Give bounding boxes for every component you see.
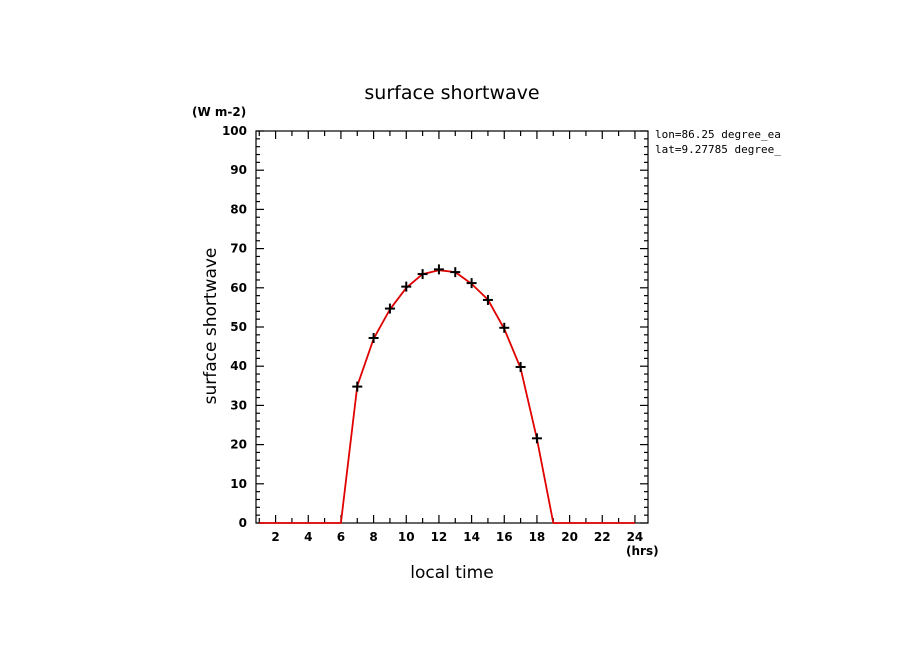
y-tick-label: 0	[239, 516, 247, 530]
axis-ticks	[256, 130, 648, 524]
series-line	[259, 269, 635, 524]
x-axis-label: local time	[410, 563, 493, 583]
data-point-marker	[368, 332, 379, 343]
x-tick-label: 16	[496, 530, 513, 544]
x-tick-label: 6	[337, 530, 345, 544]
data-point-marker	[450, 267, 461, 278]
y-tick-label: 40	[230, 359, 247, 373]
x-tick-label: 4	[304, 530, 312, 544]
data-point-marker	[466, 278, 477, 289]
x-tick-label: 8	[369, 530, 377, 544]
y-tick-label: 70	[230, 242, 247, 256]
chart-title: surface shortwave	[364, 82, 539, 104]
data-point-marker	[515, 361, 526, 372]
x-tick-label: 10	[398, 530, 415, 544]
data-point-marker	[352, 381, 363, 392]
data-point-marker	[433, 264, 444, 275]
data-point-marker	[499, 322, 510, 333]
lon-annotation: lon=86.25 degree_ea	[655, 128, 781, 141]
plot-frame	[255, 130, 649, 524]
x-tick-label: 22	[594, 530, 611, 544]
x-tick-label: 14	[463, 530, 480, 544]
data-point-marker	[531, 433, 542, 444]
data-point-marker	[401, 281, 412, 292]
x-tick-label: 24	[627, 530, 644, 544]
y-tick-label: 60	[230, 281, 247, 295]
series-layer	[259, 264, 635, 524]
x-tick-label: 12	[431, 530, 448, 544]
y-tick-label: 80	[230, 202, 247, 216]
data-point-marker	[482, 294, 493, 305]
y-tick-label: 90	[230, 163, 247, 177]
y-axis-label: surface shortwave	[201, 248, 221, 405]
data-point-marker	[417, 269, 428, 280]
x-tick-label: 2	[271, 530, 279, 544]
y-tick-label: 100	[222, 124, 247, 138]
lat-annotation: lat=9.27785 degree_	[655, 143, 781, 156]
y-tick-label: 10	[230, 477, 247, 491]
y-tick-label: 50	[230, 320, 247, 334]
y-tick-label: 20	[230, 438, 247, 452]
data-point-marker	[384, 303, 395, 314]
tick-labels: 2 4 6 8 10 12 14 16 18 20 22 2401020304050607080901…	[222, 124, 643, 544]
y-tick-label: 30	[230, 398, 247, 412]
x-tick-label: 18	[529, 530, 546, 544]
x-tick-label: 20	[561, 530, 578, 544]
y-units-label: (W m-2)	[192, 105, 246, 119]
x-units-label: (hrs)	[626, 544, 659, 558]
